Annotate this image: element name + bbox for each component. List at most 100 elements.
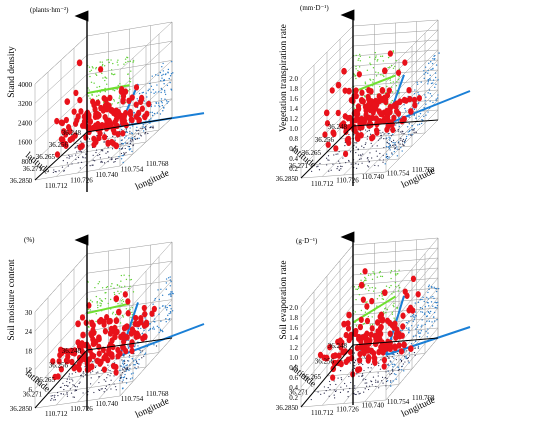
z-axis-unit: (g·D⁻¹) <box>296 237 318 245</box>
floor-projection-dot <box>69 388 72 390</box>
sample-point <box>343 358 349 366</box>
floor-projection-dot <box>380 132 382 134</box>
floor-projection-dot <box>114 160 116 163</box>
lat-projection-dot <box>405 357 407 360</box>
lat-projection-dot <box>411 125 414 127</box>
lon-projection-dot <box>371 278 374 281</box>
lat-projection-dot <box>405 137 408 140</box>
lon-projection-dot <box>89 309 91 311</box>
sample-point <box>87 347 93 354</box>
longitude-tick-label: 110.712 <box>45 410 68 418</box>
panel-stand-density: 08001600240032004000110.712110.726110.74… <box>7 6 205 193</box>
floor-projection-dot <box>350 163 352 165</box>
lon-projection-dot <box>372 81 374 83</box>
lat-projection-dot <box>148 88 150 90</box>
lat-projection-dot <box>169 293 171 295</box>
sample-point <box>151 305 157 313</box>
lat-projection-dot <box>142 126 144 128</box>
longitude-tick-label: 110.712 <box>311 409 334 417</box>
floor-projection-dot <box>140 135 142 137</box>
floor-projection-dot <box>81 151 83 153</box>
lat-projection-dot <box>424 100 426 102</box>
floor-projection-dot <box>349 151 352 153</box>
lat-projection-dot <box>127 145 129 148</box>
lat-projection-dot <box>171 292 173 295</box>
lat-projection-dot <box>161 104 164 107</box>
lon-projection-dot <box>95 66 98 69</box>
lat-projection-dot <box>415 328 417 330</box>
sample-point <box>97 360 103 367</box>
lon-projection-dot <box>121 302 123 305</box>
lat-projection-dot <box>431 82 434 84</box>
lat-projection-dot <box>404 107 406 110</box>
lat-projection-dot <box>396 155 399 157</box>
z-tick-label: 0.6 <box>289 145 298 153</box>
lat-projection-dot <box>154 105 156 107</box>
lon-projection-dot <box>382 74 384 76</box>
floor-projection-dot <box>347 391 349 393</box>
lon-projection-dot <box>377 72 379 74</box>
lon-projection-dot <box>364 95 366 97</box>
lat-projection-dot <box>407 328 409 331</box>
lon-projection-dot <box>90 69 93 71</box>
floor-projection-dot <box>382 159 385 161</box>
floor-projection-dot <box>403 144 405 146</box>
lat-projection-dot <box>152 303 154 305</box>
point-cloud <box>54 66 152 158</box>
lon-projection-dot <box>94 286 96 289</box>
floor-projection-dot <box>50 395 52 397</box>
lon-trend-line <box>86 302 130 315</box>
lon-projection-dot <box>111 103 113 105</box>
latitude-tick-label: 36.285 <box>10 177 30 185</box>
lat-projection-dot <box>435 83 437 86</box>
data-point-12 <box>401 341 407 349</box>
lat-projection-dot <box>396 148 398 150</box>
lat-projection-dot <box>390 361 392 363</box>
floor-projection-dot <box>106 377 108 379</box>
floor-projection-dot <box>414 347 416 349</box>
data-point-7 <box>358 97 365 104</box>
lat-projection-dot <box>160 288 162 291</box>
lon-projection-dot <box>380 74 382 76</box>
sample-point <box>105 140 111 147</box>
latitude-axis <box>300 125 354 179</box>
floor-projection-dot <box>77 156 80 159</box>
lon-projection-dot <box>103 65 106 67</box>
lat-projection-dot <box>429 310 432 313</box>
data-point-8 <box>88 363 95 371</box>
sample-point <box>375 319 381 326</box>
lat-projection-dot <box>134 344 136 346</box>
floor-projection-dot <box>363 391 365 393</box>
floor-projection-dot <box>317 391 319 393</box>
grid-line <box>313 384 400 392</box>
floor-projection-dot <box>103 141 105 143</box>
lon-projection-dot <box>125 308 128 310</box>
lat-projection-dot <box>132 360 135 362</box>
lon-projection-dot <box>390 284 392 287</box>
data-point-6 <box>113 107 120 115</box>
lon-projection-dot <box>123 274 125 276</box>
sample-point <box>400 323 406 330</box>
data-point-2 <box>64 357 71 365</box>
lat-projection-dot <box>438 52 440 54</box>
lon-projection-dot <box>95 295 98 298</box>
z-tick-label: 30 <box>25 309 33 317</box>
floor-projection-dot <box>369 133 372 135</box>
floor-projection-dot <box>318 169 321 171</box>
floor-projection-dot <box>397 369 399 372</box>
sample-point <box>73 89 79 97</box>
lon-projection-dot <box>354 75 356 77</box>
floor-projection-dot <box>361 375 363 377</box>
lat-projection-dot <box>427 291 429 294</box>
lon-projection-dot <box>131 314 134 316</box>
lon-projection-dot <box>364 276 366 279</box>
floor-projection-dot <box>377 381 379 383</box>
sample-point <box>120 130 126 137</box>
lat-projection-dot <box>126 364 128 366</box>
lat-projection-dot <box>433 297 435 300</box>
sample-point <box>133 101 139 108</box>
lat-projection-dot <box>132 125 134 127</box>
lat-projection-dot <box>425 114 427 116</box>
lat-projection-dot <box>426 336 428 338</box>
floor-projection-dot <box>386 364 388 366</box>
